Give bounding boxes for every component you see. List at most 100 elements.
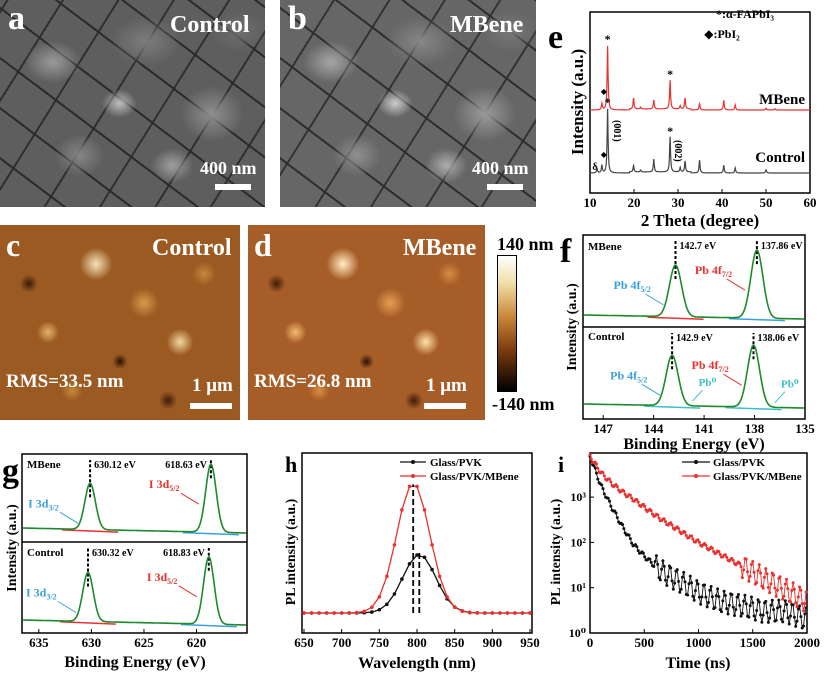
- scale-bar-label: 1 μm: [426, 375, 467, 396]
- trpl-data-point: [792, 587, 796, 591]
- pl-data-point: [309, 611, 314, 615]
- trpl-data-point: [799, 588, 803, 592]
- pb0-label: Pb⁰: [699, 377, 717, 389]
- trpl-data-point: [748, 574, 752, 578]
- trpl-data-point: [781, 620, 785, 624]
- x-tick-label: 625: [134, 635, 154, 650]
- trpl-data-point: [752, 614, 756, 618]
- pl-data-point: [422, 555, 427, 560]
- pl-data-point: [437, 574, 442, 579]
- trpl-data-point: [765, 611, 769, 615]
- legend-glass-pvk-mbene: Glass/PVK/MBene: [430, 471, 519, 483]
- pl-data-point: [452, 605, 457, 610]
- trpl-data-point: [720, 610, 724, 614]
- trpl-data-point: [697, 595, 701, 599]
- trpl-data-point: [718, 552, 722, 556]
- x-tick-label: 60: [804, 195, 817, 210]
- trpl-data-point: [657, 516, 661, 520]
- x-tick-label: 500: [635, 635, 655, 650]
- alpha-phase-marker: *: [667, 67, 673, 81]
- peak-value-label: 142.7 eV: [680, 241, 717, 252]
- scale-bar-label: 400 nm: [472, 158, 529, 178]
- peak-value-label: 138.06 eV: [758, 333, 800, 344]
- trpl-data-point: [693, 589, 697, 593]
- trpl-data-point: [803, 602, 807, 606]
- trpl-data-point: [608, 499, 612, 503]
- trpl-data-point: [708, 588, 712, 592]
- x-tick-label: 650: [294, 635, 314, 650]
- trpl-data-point: [654, 554, 658, 558]
- label-arrow: [59, 511, 79, 524]
- trpl-data-point: [662, 564, 666, 568]
- legend-glass-pvk: Glass/PVK: [713, 457, 765, 469]
- trpl-data-point: [803, 612, 807, 616]
- trpl-data-point: [730, 593, 734, 597]
- trpl-data-point: [796, 595, 800, 599]
- pbi2-marker: ◆: [601, 150, 608, 159]
- trpl-data-point: [700, 595, 704, 599]
- fit-envelope-mbene: [584, 248, 804, 320]
- trpl-data-point: [677, 579, 681, 583]
- trpl-data-point: [648, 557, 652, 561]
- trpl-data-point: [727, 603, 731, 607]
- trpl-data-point: [744, 557, 748, 561]
- trpl-data-point: [777, 598, 781, 602]
- steady-pl-chart: h Glass/PVK Glass/PVK/MBene Wavelength (…: [284, 452, 519, 672]
- sem-title-mbene: MBene: [450, 12, 524, 38]
- component-baseline: [725, 406, 782, 411]
- trpl-data-point: [656, 513, 660, 517]
- trpl-data-point: [751, 559, 755, 563]
- subpanel-label-control: Control: [588, 331, 624, 343]
- y-tick-label: 10¹: [570, 581, 586, 595]
- trpl-data-point: [787, 622, 791, 626]
- trpl-data-point: [731, 558, 735, 562]
- trpl-data-point: [759, 571, 763, 575]
- pl-data-point: [490, 611, 495, 615]
- trpl-data-point: [671, 587, 675, 591]
- trpl-data-point: [696, 582, 700, 586]
- sem-image-control: a Control 400 nm: [0, 0, 265, 207]
- x-tick-label: 10: [584, 195, 597, 210]
- x-axis-label: Binding Energy (eV): [64, 654, 205, 671]
- x-tick-label: 750: [370, 635, 390, 650]
- x-tick-label: 144: [644, 421, 664, 436]
- trpl-data-point: [794, 624, 798, 628]
- peak-assignment-label: I 3d5/2: [147, 570, 178, 586]
- trpl-data-point: [643, 504, 647, 508]
- legend-pbi2: ◆:PbI₂: [704, 27, 740, 41]
- trpl-data-point: [738, 561, 742, 565]
- trpl-data-point: [789, 614, 793, 618]
- trpl-data-point: [691, 537, 695, 541]
- x-axis-label: Time (ns): [665, 655, 730, 672]
- label-arrow: [180, 492, 200, 505]
- trpl-data-point: [804, 606, 808, 610]
- trpl-data-point: [621, 523, 625, 527]
- trpl-data-point: [798, 604, 802, 608]
- trpl-data-point: [588, 453, 592, 457]
- trpl-data-point: [643, 555, 647, 559]
- trpl-data-point: [602, 492, 606, 496]
- trpl-data-point: [662, 517, 666, 521]
- trpl-data-point: [790, 589, 794, 593]
- x-tick-label: 2000: [794, 635, 820, 650]
- pl-data-point: [407, 484, 412, 489]
- pl-data-point: [370, 605, 374, 610]
- pl-data-point: [520, 611, 525, 615]
- scale-bar-label: 1 μm: [192, 375, 233, 396]
- component-baseline: [59, 621, 117, 625]
- trpl-data-point: [778, 575, 782, 579]
- pl-data-point: [430, 543, 434, 547]
- trpl-data-point: [635, 545, 639, 549]
- peak-assignment-label: Pb 4f5/2: [614, 278, 651, 294]
- trpl-data-point: [652, 564, 656, 568]
- xps-frame: [21, 453, 248, 634]
- trpl-data-point: [683, 530, 687, 534]
- x-tick-label: 850: [445, 635, 465, 650]
- y-axis-label: Intensity (a.u.): [568, 49, 587, 155]
- pl-data-point: [392, 592, 397, 596]
- trpl-data-point: [682, 570, 686, 574]
- colorbar-min-label: -140 nm: [492, 394, 555, 414]
- trpl-data-point: [650, 512, 654, 516]
- trpl-data-point: [592, 464, 596, 468]
- trpl-data-point: [765, 572, 769, 576]
